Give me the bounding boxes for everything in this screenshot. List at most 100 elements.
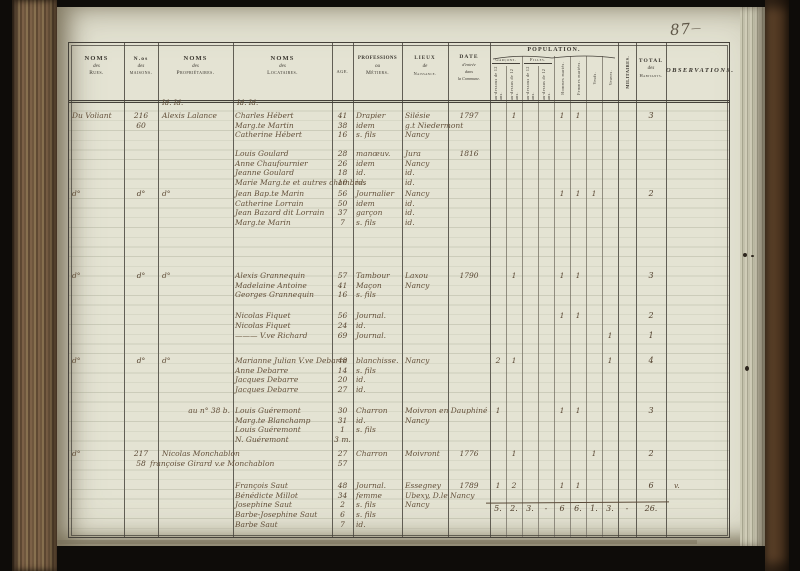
profession: Journal.	[356, 481, 387, 490]
brace-decoration	[492, 55, 616, 60]
col-header-proprietors: NOMS des Propriétaires.	[158, 55, 233, 77]
header-label: Femmes mariées.	[575, 61, 581, 95]
profession: garçon	[356, 208, 383, 218]
profession: s. fils	[356, 510, 376, 520]
person-name: Marianne Julian V.ve Debarre	[235, 356, 348, 365]
birthplace: Nancy	[405, 500, 430, 510]
header-label: ou	[375, 64, 380, 69]
ledger-page: 87 NOMS des Rues. N.os des maisons. NOMS…	[57, 7, 765, 546]
col-header-girls-over12: au-dessus de 12 ans.	[538, 66, 554, 100]
person-name: Josephine Saut	[235, 500, 292, 510]
person-name: Catherine Lorrain	[235, 198, 304, 208]
population-mark: 1	[511, 449, 517, 458]
age-value: 7	[340, 218, 345, 228]
observation-mark: v.	[674, 481, 680, 490]
header-label: MILITAIRES.	[624, 56, 630, 89]
population-mark: 1	[575, 189, 581, 198]
column-rule	[332, 43, 333, 537]
person-name: Bénédicte Millot	[235, 490, 298, 500]
page-edge-stack	[740, 7, 765, 546]
age-value: 48	[337, 356, 348, 365]
age-value: 16	[337, 130, 348, 140]
population-mark: 1	[559, 189, 565, 198]
age-value: 3 m.	[334, 435, 351, 445]
profession: s. fils	[356, 130, 376, 140]
age-value: 2	[340, 500, 345, 510]
header-label: la Commune.	[457, 76, 481, 81]
total-value: 1.	[590, 504, 598, 513]
column-rule	[506, 66, 507, 537]
age-value: 48	[337, 481, 348, 490]
age-value: 30	[337, 406, 348, 415]
profession: s. fils	[356, 290, 376, 300]
page-bottom-shade	[57, 540, 697, 544]
profession: Tambour	[356, 271, 390, 280]
birthplace: id.	[405, 208, 415, 218]
age-value: 18	[337, 168, 348, 178]
line-total: 4	[648, 356, 654, 365]
street-name: d°	[72, 449, 81, 458]
column-rule	[538, 66, 539, 537]
age-value: 28	[337, 149, 348, 158]
population-group-header: POPULATION.	[490, 46, 618, 60]
person-name: Catherine Hébert	[235, 130, 302, 140]
birthplace: Nancy	[405, 356, 430, 365]
entry-date: 1776	[459, 449, 479, 458]
header-label: AGE.	[336, 69, 349, 74]
birthplace: Moivront	[405, 449, 440, 458]
age-value: 7	[340, 519, 345, 529]
header-label: au-dessous de 12 ans.	[493, 66, 503, 100]
header-label: PROFESSIONS	[357, 56, 398, 61]
population-mark: 1	[607, 331, 613, 340]
total-value: 26.	[644, 504, 658, 513]
person-name: Marg.te Blanchamp	[235, 415, 311, 425]
profession: Journal.	[356, 311, 387, 320]
age-value: 56	[337, 189, 348, 198]
column-rule	[233, 43, 234, 537]
population-mark: 1	[575, 111, 581, 120]
proprietor-name: Alexis Lalance	[162, 111, 217, 120]
birthplace: id.	[405, 168, 415, 178]
birthplace: id.	[405, 218, 415, 228]
header-label: Propriétaires.	[176, 70, 215, 76]
total-value: 3.	[606, 504, 614, 513]
total-value: 6.	[574, 504, 582, 513]
column-rule	[618, 43, 619, 537]
profession: manœuv.	[356, 149, 391, 158]
birthplace: Essegney	[405, 481, 441, 490]
person-name: Louis Goulard	[235, 149, 289, 158]
person-name: Barbe Saut	[235, 519, 278, 529]
header-label: NOMS	[84, 55, 109, 62]
header-label: Rues.	[89, 70, 104, 76]
street-name: d°	[72, 356, 81, 365]
line-total: 3	[648, 271, 654, 280]
house-number: d°	[136, 271, 146, 280]
header-label: dans	[465, 69, 473, 74]
profession: s. fils	[356, 500, 376, 510]
birthplace: Nancy	[405, 280, 430, 290]
header-label: Habitants.	[639, 73, 663, 78]
header-label: Veuves.	[607, 70, 613, 86]
person-name: Jean Bap.te Marin	[235, 189, 305, 198]
person-name: N. Guéremont	[235, 435, 289, 445]
column-rule	[448, 43, 449, 537]
total-value: 6	[559, 504, 565, 513]
house-number: 60	[136, 120, 146, 130]
person-name: ——— V.ve Richard	[235, 331, 308, 340]
table-body: Id. Id. Id. Id. Du Voliant 216 60 Alexis La…	[69, 99, 729, 537]
proprietor-name: Nicolas Monchablon	[162, 449, 240, 458]
person-name: Marg.te Martin	[235, 120, 294, 130]
person-name: Anne Debarre	[235, 365, 289, 375]
profession: Charron	[356, 449, 388, 458]
age-value: 6	[340, 510, 345, 520]
profession: Maçon	[356, 280, 382, 290]
person-name: Nicolas Fiquet	[235, 311, 291, 320]
profession: Journal.	[356, 331, 387, 340]
person-name: Charles Hébert	[235, 111, 294, 120]
profession: id.	[356, 415, 366, 425]
population-mark: 1	[511, 356, 517, 365]
col-header-boys-under12: au-dessous de 12 ans.	[490, 66, 506, 100]
person-name: Louis Guéremont	[235, 425, 301, 435]
person-name: Jeanne Goulard	[235, 168, 294, 178]
